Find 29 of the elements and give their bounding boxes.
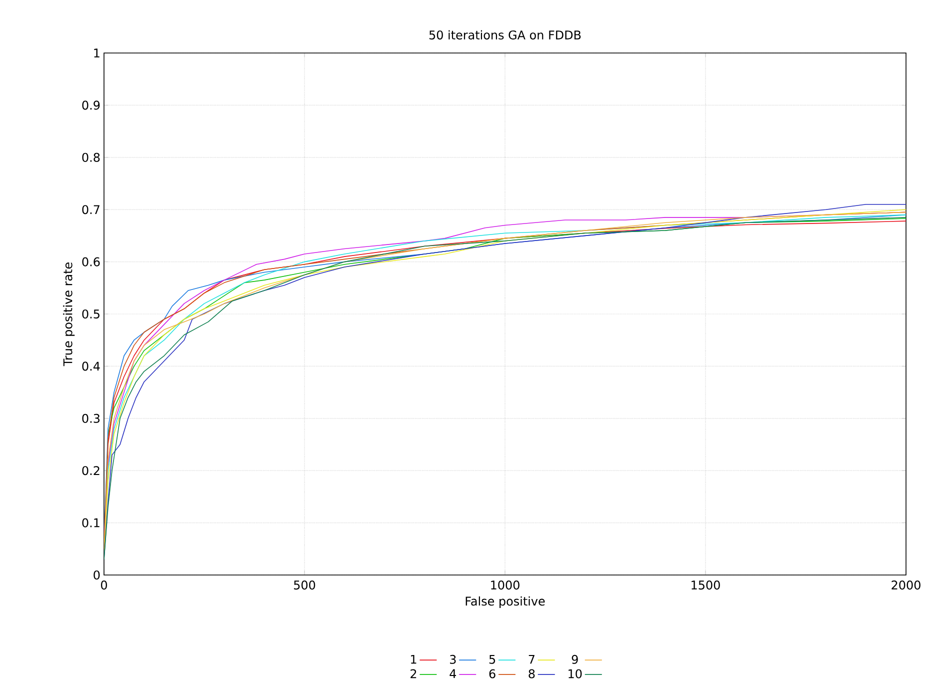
x-tick-label: 2000 [892,580,920,590]
y-tick-label: 0.2 [82,466,100,476]
y-tick-label: 0.8 [82,152,100,162]
y-tick-label: 0.9 [82,100,100,110]
legend-label: 8 [528,669,535,678]
legend-label: 2 [410,669,416,678]
y-tick-label: 0 [94,570,100,580]
legend-label: 3 [450,654,456,664]
y-tick-label: 0.5 [82,309,100,319]
y-tick-label: 0.1 [82,518,100,528]
legend-label: 10 [568,669,582,678]
legend-label: 6 [489,669,496,678]
x-axis-title: False positive [466,596,545,608]
chart-title: 50 iterations GA on FDDB [429,30,581,40]
x-tick-label: 0 [100,580,108,590]
y-tick-label: 0.7 [82,205,100,214]
legend-label: 7 [528,654,534,664]
legend-label: 4 [450,669,456,678]
legend-label: 9 [572,654,578,664]
x-tick-label: 1500 [692,580,720,590]
y-tick-label: 1 [94,48,100,58]
y-tick-label: 0.6 [82,257,100,266]
legend-label: 1 [411,654,416,664]
x-tick-label: 1000 [491,580,520,590]
y-tick-label: 0.3 [82,414,100,423]
y-axis-title: True positive rate [63,262,75,366]
x-tick-label: 500 [294,580,316,590]
legend-label: 5 [489,654,496,664]
y-tick-label: 0.4 [82,362,100,371]
